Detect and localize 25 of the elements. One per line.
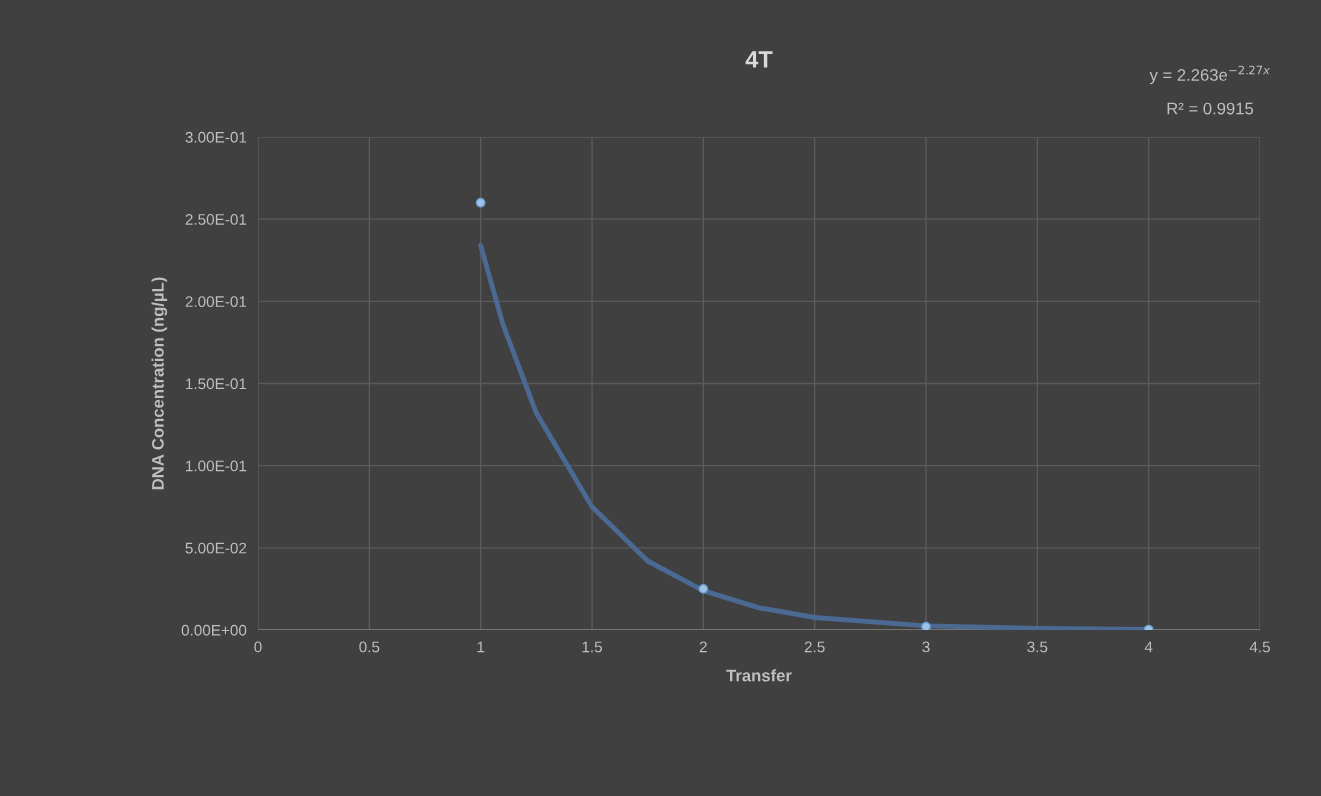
x-axis-title: Transfer	[726, 669, 792, 682]
y-tick-label: 2.00E-01	[185, 296, 247, 308]
x-tick-label: 4.5	[1249, 641, 1270, 653]
chart-title: 4T	[745, 51, 773, 68]
x-tick-label: 2	[699, 641, 707, 653]
x-tick-label: 1.5	[582, 641, 602, 653]
y-tick-label: 0.00E+00	[181, 624, 247, 636]
y-axis-title: DNA Concentration (ng/µL)	[151, 277, 168, 490]
text: y = 2.263e$^{−2.27x}$	[1149, 65, 1271, 85]
y-tick-label: 2.50E-01	[185, 214, 247, 225]
x-tick-label: 2.5	[804, 641, 825, 653]
y-tick-label: 5.00E-02	[185, 542, 247, 554]
y-tick-label: 1.50E-01	[186, 378, 247, 390]
x-tick-label: 3	[922, 641, 930, 653]
point	[921, 621, 931, 630]
point	[475, 197, 486, 208]
x-tick-label: 1	[477, 641, 485, 653]
x-tick-label: 4	[1144, 641, 1153, 653]
point	[698, 584, 709, 594]
y-tick-label: 3.00E-01	[185, 131, 247, 143]
x-tick-label: 0	[254, 641, 262, 653]
x-tick-label: 0.5	[359, 641, 380, 653]
text: R² = 0.9915	[1167, 102, 1254, 115]
x-tick-label: 3.5	[1027, 641, 1048, 653]
y-tick-label: 1.00E-01	[186, 460, 247, 472]
